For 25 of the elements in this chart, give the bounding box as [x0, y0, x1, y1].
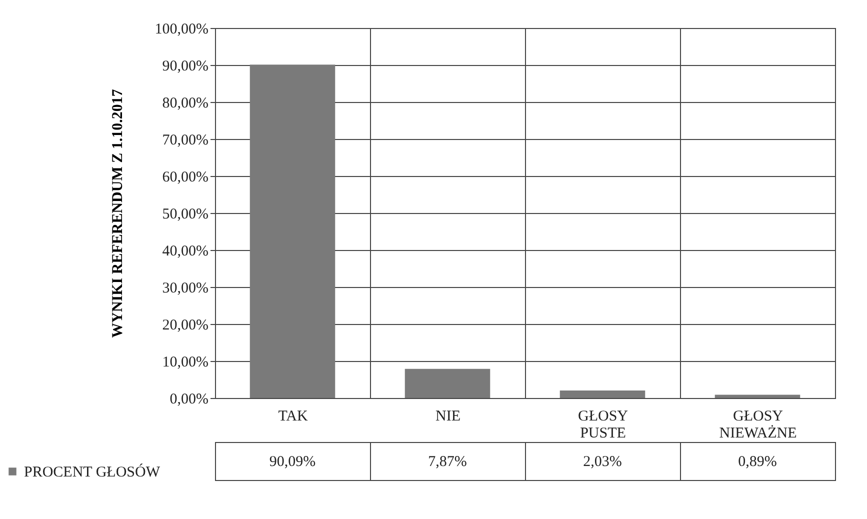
y-tick-label: 20,00%: [162, 318, 208, 334]
y-tick-label: 70,00%: [162, 132, 208, 148]
bar: [250, 64, 336, 398]
y-axis-title: WYNIKI REFERENDUM Z 1.10.2017: [110, 88, 126, 338]
x-tick-label: GŁOSY PUSTE: [578, 408, 628, 442]
y-tick-label: 80,00%: [162, 96, 208, 112]
y-tick-label: 100,00%: [154, 22, 208, 38]
data-label: 0,89%: [738, 454, 777, 470]
x-tick-label: NIE: [436, 408, 460, 424]
legend-label: PROCENT GŁOSÓW: [24, 464, 161, 480]
bar: [404, 368, 490, 398]
y-tick-label: 30,00%: [162, 280, 208, 296]
y-tick-label: 10,00%: [162, 354, 208, 370]
data-label: 90,09%: [269, 454, 316, 470]
y-tick-label: 90,00%: [162, 58, 208, 74]
bar: [560, 390, 646, 398]
y-tick-label: 60,00%: [162, 170, 208, 186]
data-label: 2,03%: [583, 454, 622, 470]
x-tick-label: GŁOSY NIEWAŻNE: [719, 408, 797, 442]
y-tick-label: 50,00%: [162, 206, 208, 222]
data-label: 7,87%: [428, 454, 467, 470]
bar: [714, 394, 800, 398]
x-tick-label: TAK: [278, 408, 308, 424]
y-tick-label: 0,00%: [170, 392, 208, 408]
y-tick-label: 40,00%: [162, 244, 208, 260]
